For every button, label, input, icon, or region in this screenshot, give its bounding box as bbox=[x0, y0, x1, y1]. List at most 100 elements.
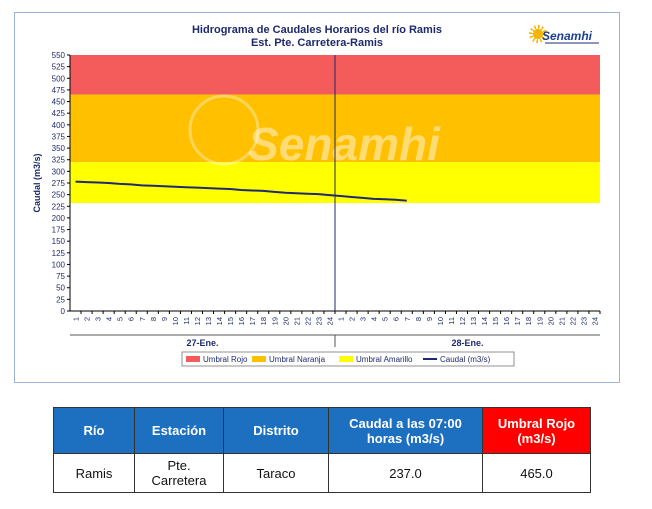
x-tick-label: 18 bbox=[524, 317, 533, 325]
y-tick-label: 325 bbox=[52, 156, 66, 165]
x-tick-label: 14 bbox=[215, 317, 224, 325]
header-rio: Río bbox=[53, 407, 135, 454]
x-tick-label: 11 bbox=[182, 317, 191, 325]
y-tick-label: 25 bbox=[56, 295, 65, 304]
senamhi-logo: Senamhi bbox=[529, 24, 601, 50]
x-tick-label: 6 bbox=[127, 317, 136, 321]
x-tick-label: 5 bbox=[116, 317, 125, 321]
x-tick-label: 24 bbox=[325, 317, 334, 325]
y-tick-label: 100 bbox=[52, 260, 66, 269]
x-tick-label: 21 bbox=[557, 317, 566, 325]
x-tick-label: 12 bbox=[193, 317, 202, 325]
y-tick-label: 475 bbox=[52, 86, 66, 95]
x-tick-label: 3 bbox=[359, 317, 368, 321]
x-tick-label: 15 bbox=[491, 317, 500, 325]
x-tick-label: 23 bbox=[579, 317, 588, 325]
x-tick-label: 6 bbox=[392, 317, 401, 321]
watermark-sun-icon bbox=[188, 94, 260, 166]
x-tick-label: 15 bbox=[226, 317, 235, 325]
y-tick-label: 300 bbox=[52, 167, 66, 176]
y-tick-label: 375 bbox=[52, 132, 66, 141]
legend-swatch bbox=[186, 356, 200, 362]
day-label: 28-Ene. bbox=[451, 338, 483, 348]
cell-umbral-rojo: 465.0 bbox=[482, 453, 591, 493]
y-tick-label: 500 bbox=[52, 74, 66, 83]
header-umbral-rojo: Umbral Rojo (m3/s) bbox=[482, 407, 591, 454]
x-tick-label: 2 bbox=[348, 317, 357, 321]
y-tick-label: 400 bbox=[52, 121, 66, 130]
y-tick-label: 200 bbox=[52, 214, 66, 223]
y-tick-label: 450 bbox=[52, 98, 66, 107]
x-tick-label: 7 bbox=[403, 317, 412, 321]
watermark-text: Senamhi bbox=[248, 118, 441, 170]
sun-icon bbox=[529, 25, 547, 43]
x-tick-label: 9 bbox=[160, 317, 169, 321]
legend-swatch bbox=[339, 356, 353, 362]
x-tick-label: 24 bbox=[590, 317, 599, 325]
cell-distrito: Taraco bbox=[223, 453, 329, 493]
cell-estacion: Pte. Carretera bbox=[134, 453, 224, 493]
x-tick-label: 8 bbox=[149, 317, 158, 321]
x-tick-label: 14 bbox=[480, 317, 489, 325]
legend-label: Caudal (m3/s) bbox=[440, 355, 491, 364]
y-axis-label: Caudal (m3/s) bbox=[32, 153, 42, 212]
y-tick-label: 75 bbox=[56, 272, 65, 281]
x-tick-label: 8 bbox=[414, 317, 423, 321]
y-tick-label: 175 bbox=[52, 226, 66, 235]
x-tick-label: 19 bbox=[535, 317, 544, 325]
x-tick-label: 7 bbox=[138, 317, 147, 321]
x-tick-label: 21 bbox=[292, 317, 301, 325]
legend-swatch bbox=[252, 356, 266, 362]
station-table: Río Estación Distrito Caudal a las 07:00… bbox=[53, 407, 591, 493]
x-tick-label: 5 bbox=[381, 317, 390, 321]
table-header-row: Río Estación Distrito Caudal a las 07:00… bbox=[53, 407, 591, 454]
x-tick-label: 23 bbox=[314, 317, 323, 325]
x-tick-label: 19 bbox=[270, 317, 279, 325]
y-tick-label: 425 bbox=[52, 109, 66, 118]
x-tick-label: 20 bbox=[281, 317, 290, 325]
y-tick-label: 550 bbox=[52, 51, 66, 60]
x-tick-label: 16 bbox=[237, 317, 246, 325]
x-tick-label: 13 bbox=[469, 317, 478, 325]
x-tick-label: 16 bbox=[502, 317, 511, 325]
x-tick-label: 22 bbox=[303, 317, 312, 325]
chart-title: Hidrograma de Caudales Horarios del río … bbox=[191, 24, 443, 36]
header-caudal: Caudal a las 07:00 horas (m3/s) bbox=[328, 407, 483, 454]
logo-underline bbox=[545, 42, 599, 44]
x-tick-label: 10 bbox=[171, 317, 180, 325]
header-estacion: Estación bbox=[134, 407, 224, 454]
y-tick-label: 225 bbox=[52, 202, 66, 211]
x-tick-label: 17 bbox=[248, 317, 257, 325]
y-tick-label: 350 bbox=[52, 144, 66, 153]
x-tick-label: 18 bbox=[259, 317, 268, 325]
y-tick-label: 250 bbox=[52, 191, 66, 200]
cell-caudal: 237.0 bbox=[328, 453, 483, 493]
cell-rio: Ramis bbox=[53, 453, 135, 493]
x-tick-label: 11 bbox=[447, 317, 456, 325]
header-distrito: Distrito bbox=[223, 407, 329, 454]
x-tick-label: 20 bbox=[546, 317, 555, 325]
x-tick-label: 17 bbox=[513, 317, 522, 325]
x-tick-label: 4 bbox=[370, 317, 379, 321]
x-tick-label: 3 bbox=[94, 317, 103, 321]
y-tick-label: 50 bbox=[56, 284, 65, 293]
legend-label: Umbral Amarillo bbox=[356, 355, 413, 364]
chart-subtitle: Est. Pte. Carretera-Ramis bbox=[250, 37, 384, 49]
legend-label: Umbral Rojo bbox=[203, 355, 248, 364]
table-row: Ramis Pte. Carretera Taraco 237.0 465.0 bbox=[53, 453, 591, 493]
x-tick-label: 13 bbox=[204, 317, 213, 325]
x-tick-label: 2 bbox=[83, 317, 92, 321]
logo-text: Senamhi bbox=[542, 29, 593, 43]
x-tick-label: 1 bbox=[72, 317, 81, 321]
series-line-caudal bbox=[75, 180, 407, 202]
y-tick-label: 0 bbox=[61, 307, 66, 316]
x-tick-label: 22 bbox=[568, 317, 577, 325]
hydrograph-chart: Senamhi025507510012515017520022525027530… bbox=[32, 51, 601, 367]
x-tick-label: 9 bbox=[425, 317, 434, 321]
x-tick-label: 10 bbox=[436, 317, 445, 325]
y-tick-label: 150 bbox=[52, 237, 66, 246]
day-label: 27-Ene. bbox=[186, 338, 218, 348]
y-tick-label: 275 bbox=[52, 179, 66, 188]
y-tick-label: 525 bbox=[52, 63, 66, 72]
legend-label: Umbral Naranja bbox=[269, 355, 326, 364]
